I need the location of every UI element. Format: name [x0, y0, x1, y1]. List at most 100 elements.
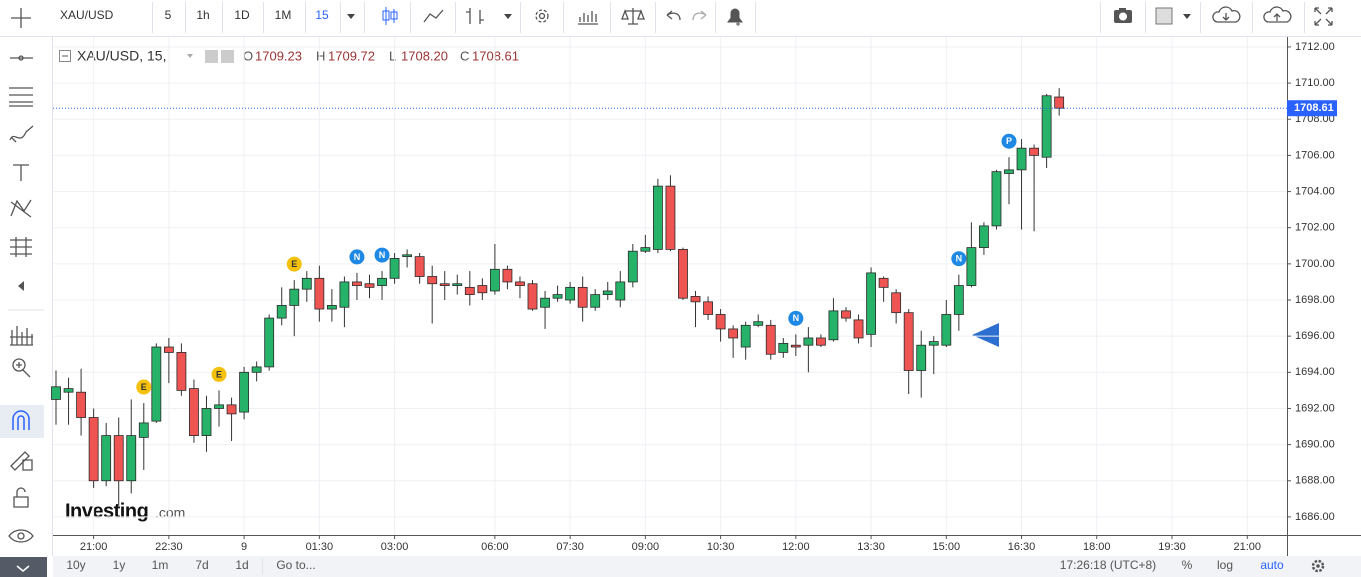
- event-marker[interactable]: P: [1001, 133, 1017, 149]
- event-dot: [211, 366, 227, 382]
- legend-eye[interactable]: [205, 50, 218, 63]
- trendline-tool[interactable]: [10, 55, 33, 61]
- candle-body: [916, 344, 927, 371]
- y-tick-label: 1710.00: [1295, 77, 1335, 89]
- candle-body: [640, 247, 651, 252]
- candle-body: [214, 404, 224, 409]
- scale-option[interactable]: %: [1182, 558, 1193, 572]
- load-button[interactable]: [1212, 6, 1241, 23]
- candle-body: [765, 324, 776, 355]
- candle-body: [1041, 95, 1052, 158]
- candle: [239, 366, 250, 420]
- candle-body: [740, 324, 751, 348]
- color-button[interactable]: [1155, 7, 1173, 25]
- event-marker[interactable]: E: [211, 366, 227, 382]
- bottom-controls: 10y 1y 1m 7d 1d% log auto: [66, 558, 1284, 572]
- candle: [527, 280, 538, 311]
- bottom-corner-chevron: [16, 565, 30, 572]
- candle-body: [790, 344, 801, 348]
- indicators-button[interactable]: [578, 11, 598, 25]
- redo-button[interactable]: [692, 10, 707, 21]
- candle: [966, 222, 977, 288]
- candle: [866, 267, 876, 348]
- candle-body: [314, 277, 325, 310]
- candle-body: [928, 341, 939, 346]
- left-toolbar: [0, 8, 44, 543]
- chart-type-bars[interactable]: [466, 8, 484, 24]
- candle-body: [301, 277, 312, 290]
- chart-type-dropdown[interactable]: [504, 14, 512, 19]
- y-tick-label: 1696.00: [1295, 330, 1335, 342]
- event-dot: [286, 256, 302, 272]
- visibility-tool[interactable]: [8, 529, 34, 543]
- interval-button[interactable]: 1M: [275, 8, 292, 22]
- lock-tool[interactable]: [13, 487, 29, 508]
- goto-button[interactable]: Go to...: [276, 558, 315, 572]
- fib-tool[interactable]: [9, 87, 33, 107]
- collapse-toolbar[interactable]: [18, 281, 24, 291]
- range-button[interactable]: 1m: [152, 558, 169, 572]
- symbol-input[interactable]: XAU/USD: [60, 8, 114, 22]
- magnet-tool[interactable]: [12, 410, 30, 430]
- chart-settings-button[interactable]: [1311, 559, 1325, 573]
- scale-option[interactable]: log: [1217, 558, 1233, 572]
- brush-tool[interactable]: [9, 125, 34, 143]
- event-marker[interactable]: N: [374, 247, 390, 263]
- interval-button[interactable]: 15: [315, 8, 329, 22]
- range-button[interactable]: 1d: [235, 558, 248, 572]
- event-label: N: [379, 250, 386, 260]
- candle-body: [878, 277, 889, 288]
- legend-key: O: [243, 48, 253, 63]
- event-marker[interactable]: N: [788, 310, 804, 326]
- y-tick-label: 1702.00: [1295, 222, 1335, 234]
- candle-body: [565, 286, 576, 301]
- pattern-tool[interactable]: [10, 199, 32, 218]
- interval-dropdown[interactable]: [347, 14, 355, 19]
- legend-menu[interactable]: [187, 54, 193, 58]
- range-button[interactable]: 10y: [66, 558, 85, 572]
- lock-drawing-tool[interactable]: [10, 451, 33, 471]
- candle-body: [703, 301, 713, 315]
- event-marker[interactable]: N: [349, 249, 365, 265]
- chart-type-area[interactable]: [423, 9, 444, 23]
- legend-settings[interactable]: [221, 50, 234, 63]
- candle-body: [602, 290, 613, 295]
- candle: [189, 379, 199, 443]
- candle: [577, 276, 588, 322]
- alert-button[interactable]: [727, 8, 743, 26]
- zoom-tool[interactable]: [12, 358, 31, 378]
- event-marker[interactable]: E: [286, 256, 302, 272]
- interval-button[interactable]: 1D: [234, 8, 250, 22]
- event-marker[interactable]: E: [136, 379, 152, 395]
- settings-button[interactable]: [535, 9, 549, 23]
- candle-body: [63, 388, 74, 393]
- interval-button[interactable]: 1h: [196, 8, 209, 22]
- patterns-button[interactable]: [10, 326, 33, 346]
- bottom-corner[interactable]: [0, 557, 47, 577]
- candle: [126, 399, 137, 494]
- color-dropdown[interactable]: [1183, 14, 1191, 19]
- compare-button[interactable]: [621, 8, 645, 25]
- text-tool[interactable]: [13, 164, 29, 181]
- legend-key: L: [389, 48, 396, 63]
- event-dot: [788, 310, 804, 326]
- interval-button[interactable]: 5: [165, 8, 172, 22]
- range-button[interactable]: 1y: [113, 558, 126, 572]
- scale-option[interactable]: auto: [1260, 558, 1284, 572]
- event-marker[interactable]: N: [951, 251, 967, 267]
- candle-body: [678, 248, 688, 299]
- save-button[interactable]: [1263, 6, 1292, 23]
- pointer-arrow: [972, 323, 999, 347]
- magnet-highlight: [0, 405, 44, 438]
- chart-type-candles[interactable]: [382, 7, 398, 25]
- candle-body: [866, 272, 876, 335]
- x-tick-label: 21:00: [80, 541, 108, 553]
- prediction-tool[interactable]: [10, 237, 32, 257]
- fullscreen-button[interactable]: [1314, 7, 1333, 26]
- y-tick-label: 1706.00: [1295, 149, 1335, 161]
- screenshot-button[interactable]: [1114, 8, 1132, 23]
- crosshair-tool[interactable]: [11, 8, 31, 28]
- undo-button[interactable]: [666, 10, 681, 21]
- range-button[interactable]: 7d: [195, 558, 208, 572]
- candle-body: [841, 310, 851, 319]
